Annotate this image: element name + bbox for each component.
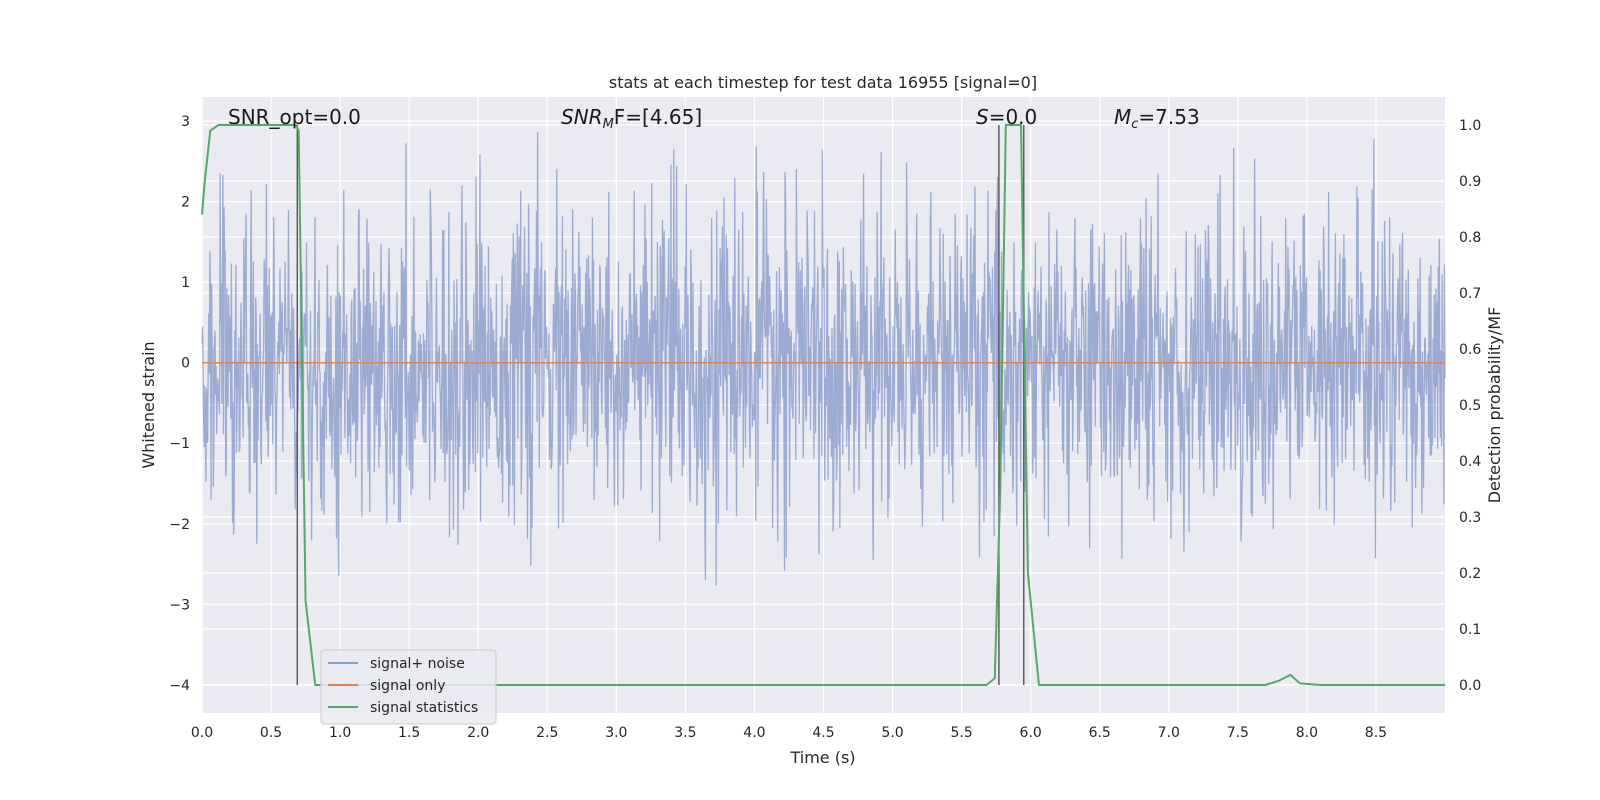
x-tick-label: 7.0 (1158, 725, 1180, 741)
x-tick-label: 6.5 (1089, 725, 1111, 741)
y2-tick-label: 0.7 (1459, 286, 1481, 302)
legend-box (320, 649, 497, 725)
y-tick-label: 2 (181, 195, 190, 211)
annotation-s: S=0.0 (976, 105, 1037, 129)
x-tick-label: 2.0 (467, 725, 489, 741)
annotation-snr-opt: SNR_opt=0.0 (228, 105, 361, 129)
x-tick-label: 1.5 (398, 725, 420, 741)
x-tick-label: 7.5 (1227, 725, 1249, 741)
legend-label-signal-noise: signal+ noise (370, 656, 465, 672)
y-tick-label: −1 (169, 436, 190, 452)
y2-axis-label: Detection probability/MF (1485, 307, 1504, 504)
legend: signal+ noise signal only signal statist… (320, 649, 497, 725)
y2-tick-label: 1.0 (1459, 118, 1481, 134)
x-tick-label: 0.5 (260, 725, 282, 741)
x-tick-label: 8.5 (1365, 725, 1387, 741)
y-tick-label: −4 (169, 678, 190, 694)
y2-tick-label: 0.5 (1459, 398, 1481, 414)
annotation-snr-mf: SNRMF=[4.65] (561, 105, 702, 132)
y-tick-label: 3 (181, 114, 190, 130)
y-axis-label: Whitened strain (139, 341, 158, 468)
x-tick-label: 4.5 (812, 725, 834, 741)
legend-label-signal-statistics: signal statistics (370, 700, 478, 716)
y2-tick-label: 0.6 (1459, 342, 1481, 358)
y2-tick-label: 0.2 (1459, 566, 1481, 582)
y-tick-label: −2 (169, 517, 190, 533)
x-tick-label: 1.0 (329, 725, 351, 741)
x-tick-label: 3.0 (605, 725, 627, 741)
signal-statistics-line (201, 124, 1445, 686)
series-signal-statistics (201, 124, 1445, 686)
legend-label-signal-only: signal only (370, 678, 445, 694)
y2-tick-label: 0.0 (1459, 678, 1481, 694)
y2-tick-label: 0.8 (1459, 230, 1481, 246)
x-tick-label: 5.0 (881, 725, 903, 741)
y2-tick-label: 0.3 (1459, 510, 1481, 526)
x-tick-label: 3.5 (674, 725, 696, 741)
chart-title: stats at each timestep for test data 169… (609, 73, 1037, 92)
y-tick-label: 1 (181, 275, 190, 291)
x-tick-label: 2.5 (536, 725, 558, 741)
signal-noise-line (201, 131, 1446, 586)
x-tick-label: 5.5 (950, 725, 972, 741)
ticks: 0.0 0.5 1.0 1.5 2.0 2.5 3.0 3.5 4.0 4.5 5.0 5.5 6.0 6… (169, 114, 1481, 741)
y-tick-label: −3 (169, 597, 190, 613)
y-tick-label: 0 (181, 356, 190, 372)
y2-tick-label: 0.4 (1459, 454, 1481, 470)
x-tick-label: 6.0 (1020, 725, 1042, 741)
y2-tick-label: 0.9 (1459, 174, 1481, 190)
y2-tick-label: 0.1 (1459, 622, 1481, 638)
series-signal-noise (201, 131, 1446, 586)
x-tick-label: 0.0 (191, 725, 213, 741)
x-tick-label: 4.0 (743, 725, 765, 741)
vertical-markers (296, 125, 1025, 685)
x-axis-label: Time (s) (789, 748, 855, 767)
annotation-mc: Mc=7.53 (1114, 105, 1200, 132)
x-tick-label: 8.0 (1296, 725, 1318, 741)
